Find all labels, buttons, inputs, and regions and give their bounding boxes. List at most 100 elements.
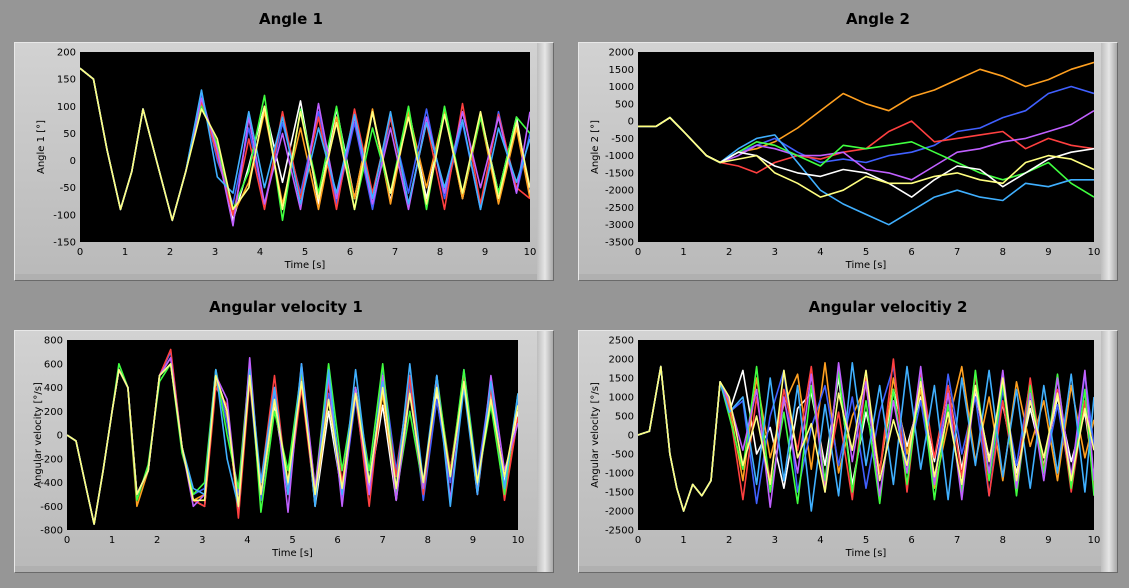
x-tick-label: 8 — [1000, 535, 1006, 546]
y-tick-label: -50 — [60, 183, 76, 194]
x-tick-label: 4 — [257, 247, 263, 258]
y-tick-label: -500 — [611, 450, 634, 461]
y-tick-label: -500 — [611, 134, 634, 145]
x-tick-label: 8 — [425, 535, 431, 546]
x-axis-label: Time [s] — [271, 548, 313, 559]
x-tick-label: 6 — [908, 535, 914, 546]
y-tick-label: -2000 — [605, 186, 634, 197]
y-tick-label: 50 — [63, 129, 76, 140]
x-tick-label: 10 — [1088, 535, 1101, 546]
y-tick-label: -2000 — [605, 507, 634, 518]
plot-area — [638, 340, 1094, 530]
series-line-7 — [80, 67, 530, 222]
chart-title-angular-velocity-1: Angular velocity 1 — [209, 298, 363, 316]
y-tick-label: -1000 — [605, 151, 634, 162]
series-line-7 — [638, 116, 1094, 198]
x-tick-label: 6 — [334, 535, 340, 546]
y-tick-label: 150 — [57, 75, 76, 86]
y-tick-label: 0 — [628, 431, 634, 442]
y-tick-label: 200 — [57, 48, 76, 59]
x-tick-label: 8 — [437, 247, 443, 258]
series-line-7 — [638, 365, 1094, 512]
y-tick-label: -1000 — [605, 469, 634, 480]
x-tick-label: 1 — [680, 247, 686, 258]
x-tick-label: 2 — [726, 535, 732, 546]
chart-title-angle-1: Angle 1 — [259, 10, 323, 28]
y-tick-label: -150 — [53, 238, 76, 249]
y-tick-label: 100 — [57, 102, 76, 113]
y-tick-label: 0 — [70, 156, 76, 167]
x-tick-label: 4 — [817, 247, 823, 258]
x-tick-label: 4 — [244, 535, 250, 546]
y-tick-label: -400 — [40, 478, 63, 489]
chart-title-angular-velocity-2: Angular velocitiy 2 — [808, 298, 968, 316]
x-tick-label: 5 — [863, 247, 869, 258]
y-tick-label: 800 — [44, 336, 63, 347]
y-tick-label: -3500 — [605, 238, 634, 249]
x-tick-label: 3 — [772, 535, 778, 546]
y-tick-label: 400 — [44, 383, 63, 394]
y-axis-label: Angle 2 [°] — [590, 120, 601, 174]
y-tick-label: -3000 — [605, 220, 634, 231]
y-tick-label: -2500 — [605, 203, 634, 214]
y-tick-label: -1500 — [605, 168, 634, 179]
chart-title-angle-2: Angle 2 — [846, 10, 910, 28]
x-tick-label: 0 — [635, 247, 641, 258]
y-tick-label: 0 — [57, 431, 63, 442]
y-tick-label: 1500 — [609, 65, 634, 76]
x-tick-label: 4 — [817, 535, 823, 546]
y-axis-label: Angular velocity [°/s] — [590, 382, 601, 488]
x-tick-label: 0 — [635, 535, 641, 546]
y-tick-label: -1500 — [605, 488, 634, 499]
x-tick-label: 10 — [524, 247, 537, 258]
x-tick-label: 8 — [1000, 247, 1006, 258]
x-tick-label: 2 — [726, 247, 732, 258]
y-tick-label: 2500 — [609, 336, 634, 347]
y-tick-label: 1500 — [609, 374, 634, 385]
y-axis-label: Angular velocity [°/s] — [33, 382, 44, 488]
y-tick-label: -100 — [53, 210, 76, 221]
x-tick-label: 0 — [77, 247, 83, 258]
x-tick-label: 5 — [302, 247, 308, 258]
x-tick-label: 7 — [954, 247, 960, 258]
y-tick-label: 1000 — [609, 82, 634, 93]
y-tick-label: -2500 — [605, 526, 634, 537]
x-tick-label: 7 — [392, 247, 398, 258]
x-tick-label: 10 — [1088, 247, 1101, 258]
x-tick-label: 9 — [1045, 535, 1051, 546]
y-tick-label: 1000 — [609, 393, 634, 404]
x-tick-label: 9 — [1045, 247, 1051, 258]
y-tick-label: -600 — [40, 502, 63, 513]
x-tick-label: 10 — [512, 535, 525, 546]
y-tick-label: 200 — [44, 407, 63, 418]
x-tick-label: 5 — [863, 535, 869, 546]
x-tick-label: 1 — [109, 535, 115, 546]
x-tick-label: 0 — [64, 535, 70, 546]
y-tick-label: 2000 — [609, 355, 634, 366]
y-axis-label: Angle 1 [°] — [36, 120, 47, 174]
x-tick-label: 7 — [380, 535, 386, 546]
y-tick-label: 0 — [628, 117, 634, 128]
series-line-7 — [67, 363, 518, 525]
x-tick-label: 6 — [347, 247, 353, 258]
y-tick-label: -800 — [40, 526, 63, 537]
x-tick-label: 1 — [122, 247, 128, 258]
x-tick-label: 6 — [908, 247, 914, 258]
x-tick-label: 9 — [470, 535, 476, 546]
x-tick-label: 3 — [772, 247, 778, 258]
y-tick-label: -200 — [40, 454, 63, 465]
x-tick-label: 3 — [199, 535, 205, 546]
x-axis-label: Time [s] — [845, 260, 887, 271]
y-tick-label: 600 — [44, 359, 63, 370]
x-tick-label: 9 — [482, 247, 488, 258]
x-axis-label: Time [s] — [284, 260, 326, 271]
y-tick-label: 500 — [615, 412, 634, 423]
x-tick-label: 7 — [954, 535, 960, 546]
x-tick-label: 3 — [212, 247, 218, 258]
x-tick-label: 1 — [680, 535, 686, 546]
x-tick-label: 5 — [289, 535, 295, 546]
